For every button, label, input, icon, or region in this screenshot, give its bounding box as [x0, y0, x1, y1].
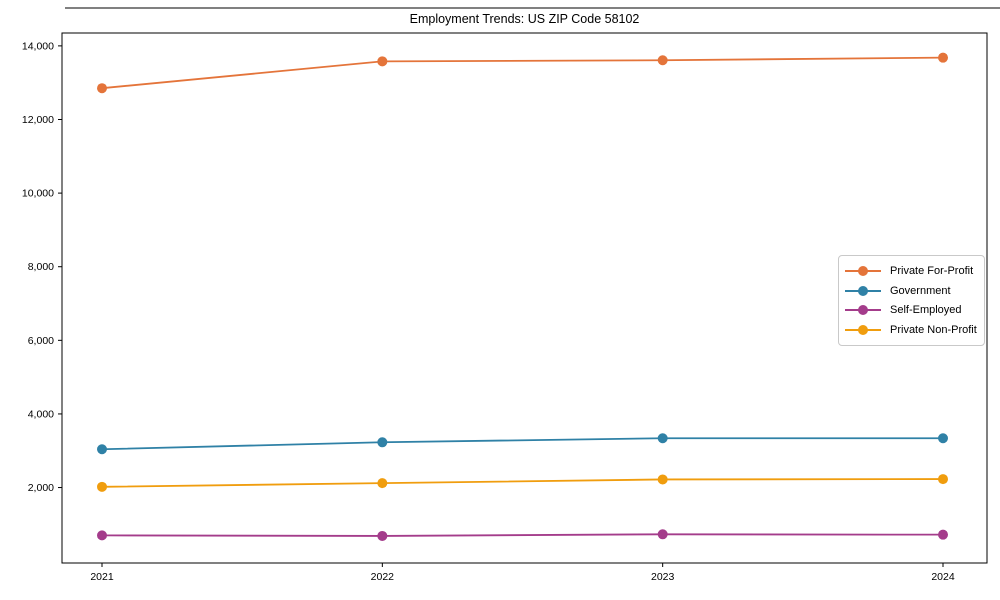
x-tick-label: 2021 [90, 571, 114, 583]
data-point-marker [377, 478, 388, 489]
y-tick-label: 12,000 [22, 114, 54, 126]
y-tick-label: 6,000 [28, 335, 54, 347]
data-point-marker [377, 530, 388, 541]
legend-item-private-for-profit: Private For-Profit [845, 261, 978, 281]
data-point-marker [97, 481, 107, 492]
legend-label: Government [890, 284, 951, 297]
legend-item-private-non-profit: Private Non-Profit [845, 320, 978, 340]
data-point-marker [657, 529, 668, 540]
plot-frame [61, 32, 988, 564]
series-line [101, 533, 944, 537]
legend-item-government: Government [845, 281, 978, 301]
data-point-marker [657, 433, 668, 444]
series-line [101, 478, 944, 488]
y-tick-label: 8,000 [28, 261, 54, 273]
line-marker-icon [845, 305, 881, 316]
data-point-marker [377, 437, 388, 448]
data-point-marker [938, 433, 948, 444]
y-tick-label: 10,000 [22, 188, 54, 200]
legend-item-self-employed: Self-Employed [845, 301, 978, 321]
line-marker-icon [845, 285, 881, 296]
data-point-marker [938, 474, 948, 485]
x-tick-label: 2023 [651, 571, 675, 583]
data-point-marker [657, 55, 668, 66]
data-point-marker [97, 530, 107, 541]
x-tick-label: 2024 [931, 571, 955, 583]
chart-title: Employment Trends: US ZIP Code 58102 [409, 12, 640, 26]
data-point-marker [97, 83, 107, 94]
data-point-marker [657, 474, 668, 485]
y-tick-label: 2,000 [28, 482, 54, 494]
data-point-marker [97, 444, 107, 455]
series-line [101, 437, 943, 451]
line-marker-icon [845, 325, 881, 336]
series-line [101, 56, 944, 90]
data-point-marker [377, 56, 388, 67]
y-tick-label: 14,000 [22, 40, 54, 52]
data-point-marker [938, 529, 948, 540]
data-point-marker [938, 52, 948, 63]
legend-label: Private For-Profit [890, 264, 974, 277]
x-tick-label: 2022 [371, 571, 395, 583]
y-tick-label: 4,000 [28, 408, 54, 420]
line-marker-icon [845, 265, 881, 276]
legend: Private For-Profit Government Self-Emplo… [838, 255, 985, 346]
legend-label: Self-Employed [890, 304, 962, 317]
legend-label: Private Non-Profit [890, 324, 977, 337]
